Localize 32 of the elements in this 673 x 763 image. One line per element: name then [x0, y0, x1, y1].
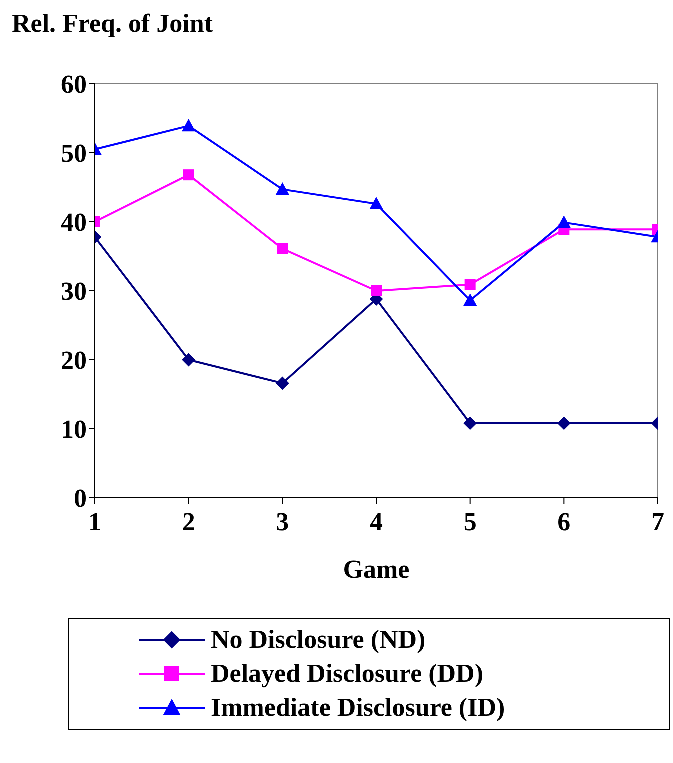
x-tick-label: 4 [370, 507, 383, 536]
y-tick-label: 20 [61, 346, 87, 376]
point [464, 294, 477, 306]
point [464, 416, 477, 430]
legend-label: Delayed Disclosure (DD) [211, 659, 484, 689]
y-tick-label: 10 [61, 415, 87, 444]
point [371, 286, 382, 296]
point [276, 183, 290, 196]
legend-label: Immediate Disclosure (ID) [211, 693, 506, 723]
y-tick-label: 60 [61, 70, 87, 100]
x-tick-label: 1 [88, 507, 102, 536]
x-tick-label: 3 [276, 507, 290, 536]
point [558, 216, 571, 228]
point [183, 170, 194, 181]
y-tick-label: 40 [61, 208, 87, 238]
x-tick-label: 7 [652, 507, 664, 536]
chart-title: Rel. Freq. of Joint [11, 8, 214, 40]
y-tick-label: 0 [74, 484, 87, 514]
point [558, 416, 571, 430]
point [464, 279, 476, 290]
x-tick-label: 5 [464, 507, 477, 536]
y-tick-label: 50 [61, 139, 87, 168]
point [276, 376, 290, 390]
point [277, 243, 288, 254]
y-tick-label: 30 [61, 277, 87, 306]
x-axis-title: Game [343, 555, 410, 584]
x-tick-label: 6 [558, 507, 571, 536]
point [182, 120, 196, 132]
legend-label: No Disclosure (ND) [211, 625, 426, 655]
point [182, 354, 196, 366]
x-tick-label: 2 [182, 507, 196, 536]
point [370, 198, 383, 210]
